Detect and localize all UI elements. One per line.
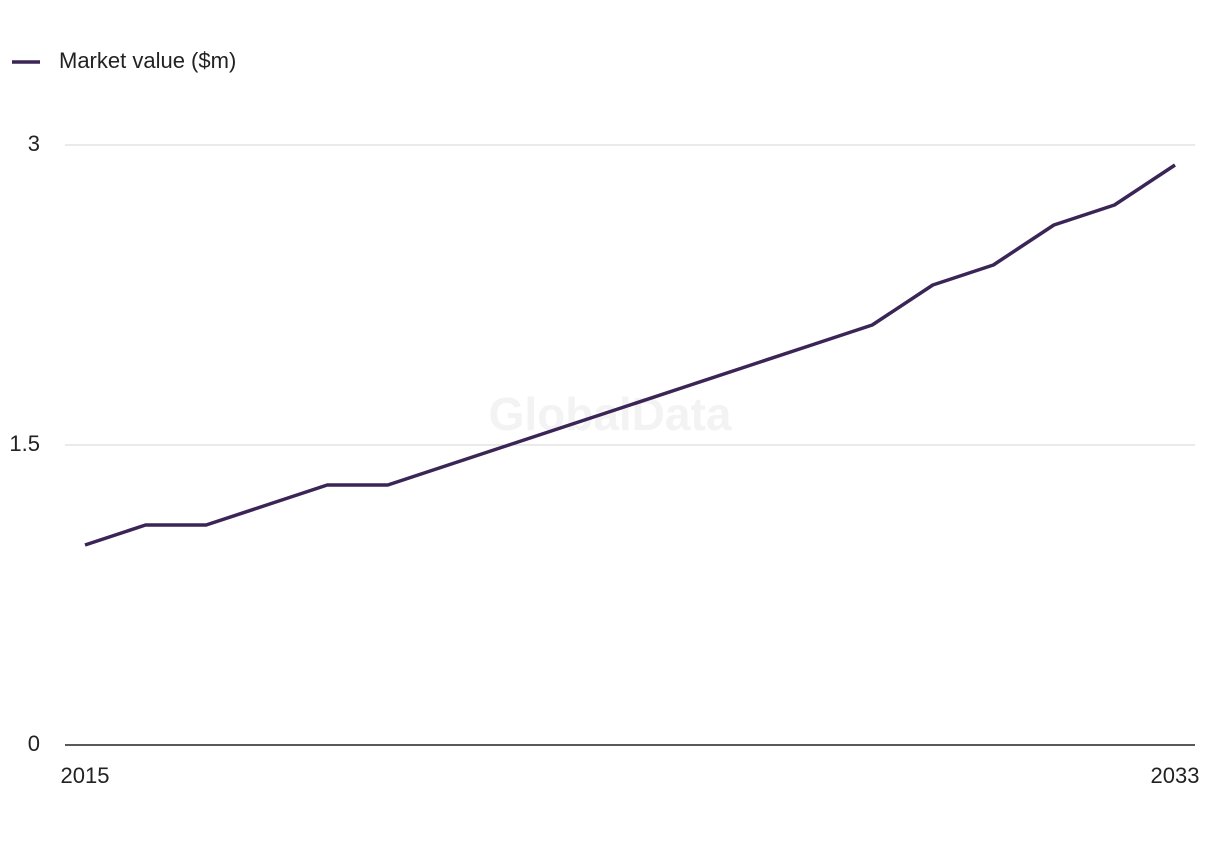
x-tick-label: 2033 xyxy=(1151,763,1200,788)
x-tick-label: 2015 xyxy=(61,763,110,788)
y-tick-label: 0 xyxy=(28,731,40,756)
legend-label: Market value ($m) xyxy=(59,48,236,73)
watermark: GlobalData xyxy=(489,388,732,440)
y-tick-label: 1.5 xyxy=(9,431,40,456)
y-tick-label: 3 xyxy=(28,131,40,156)
series-line xyxy=(84,163,1176,547)
